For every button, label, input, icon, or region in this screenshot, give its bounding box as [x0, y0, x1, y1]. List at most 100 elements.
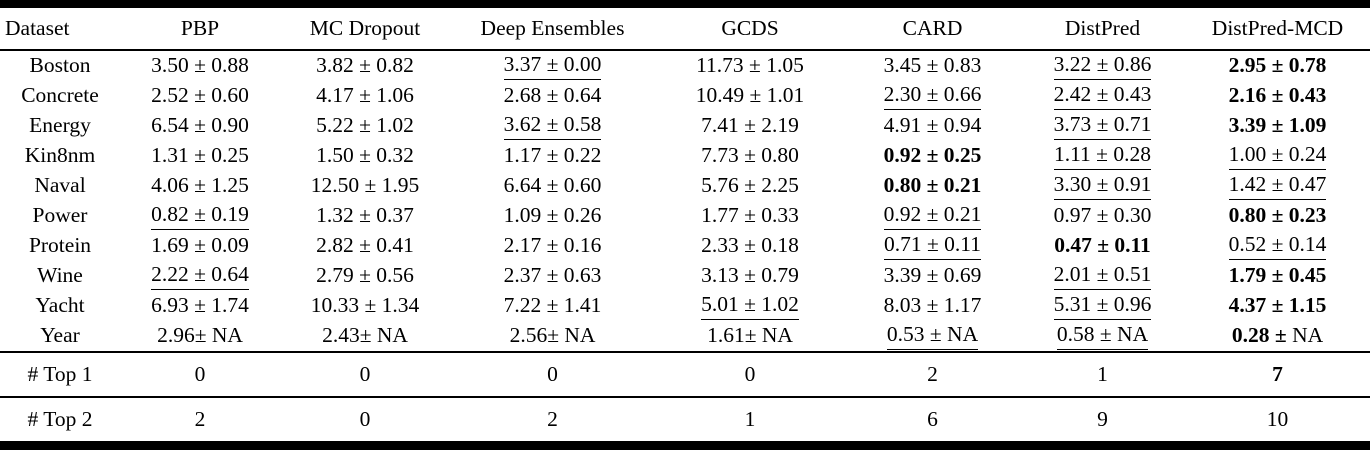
result-cell: 0.97 ± 0.30 [1020, 201, 1185, 231]
cell-value: 0.92 ± 0.25 [883, 143, 982, 168]
cell-value: 0.80 ± 0.21 [883, 173, 982, 198]
result-cell: 10.49 ± 1.01 [655, 81, 845, 111]
cell-value: 1.69 ± 0.09 [151, 233, 249, 258]
result-cell: 10 [1185, 397, 1370, 441]
cell-value: 0.58 ± NA [1056, 322, 1149, 350]
result-cell: 2.42 ± 0.43 [1020, 81, 1185, 111]
cell-value: 2.37 ± 0.63 [503, 263, 602, 288]
dataset-label: Concrete [21, 83, 99, 108]
result-cell: 7 [1185, 352, 1370, 398]
cell-value: 3.73 ± 0.71 [1053, 112, 1152, 140]
cell-value: 1.11 ± 0.28 [1053, 142, 1151, 170]
cell-value: 0.92 ± 0.21 [883, 202, 982, 230]
table-row: Concrete 2.52 ± 0.60 4.17 ± 1.06 2.68 ± 0.6… [0, 81, 1370, 111]
result-cell: 2.43± NA [280, 321, 450, 353]
result-cell: 2.30 ± 0.66 [845, 81, 1020, 111]
result-cell: 0.53 ± NA [845, 321, 1020, 353]
result-cell: 6 [845, 397, 1020, 441]
cell-value: 3.37 ± 0.00 [503, 52, 602, 80]
result-cell: 7.22 ± 1.41 [450, 291, 655, 321]
cell-value: 0 [359, 361, 371, 386]
results-table: Dataset PBP MC Dropout Deep Ensembles GC… [0, 8, 1370, 441]
result-cell: 2.95 ± 0.78 [1185, 50, 1370, 81]
cell-value: 0.47 ± 0.11 [1054, 233, 1151, 258]
cell-value-suffix: NA [1286, 323, 1324, 348]
result-cell: 0.92 ± 0.25 [845, 141, 1020, 171]
result-cell: 4.37 ± 1.15 [1185, 291, 1370, 321]
result-cell: 3.50 ± 0.88 [120, 50, 280, 81]
cell-value: 0.53 ± NA [886, 322, 979, 350]
result-cell: 1.00 ± 0.24 [1185, 141, 1370, 171]
cell-value: 3.50 ± 0.88 [151, 53, 249, 78]
result-cell: 4.17 ± 1.06 [280, 81, 450, 111]
result-cell: 3.39 ± 0.69 [845, 261, 1020, 291]
dataset-label: Boston [29, 53, 91, 78]
cell-value: 1.31 ± 0.25 [151, 143, 249, 168]
result-cell: 1.17 ± 0.22 [450, 141, 655, 171]
result-cell: 2.68 ± 0.64 [450, 81, 655, 111]
table-bottom-rule [0, 441, 1370, 450]
table-row: Power 0.82 ± 0.19 1.32 ± 0.37 1.09 ± 0.26 1.… [0, 201, 1370, 231]
cell-value: 3.39 ± 1.09 [1228, 113, 1327, 138]
column-header-distpred: DistPred [1020, 8, 1185, 51]
result-cell: 1.11 ± 0.28 [1020, 141, 1185, 171]
result-cell: 0 [280, 352, 450, 398]
cell-value: 1.42 ± 0.47 [1228, 172, 1327, 200]
cell-value: 0.82 ± 0.19 [151, 202, 249, 230]
cell-value: 5.01 ± 1.02 [701, 292, 799, 320]
result-cell: 2.79 ± 0.56 [280, 261, 450, 291]
result-cell: 1 [1020, 352, 1185, 398]
result-cell: 8.03 ± 1.17 [845, 291, 1020, 321]
column-header-deep-ensembles: Deep Ensembles [450, 8, 655, 51]
cell-value: 3.45 ± 0.83 [883, 53, 982, 78]
table-row: Protein 1.69 ± 0.09 2.82 ± 0.41 2.17 ± 0.16… [0, 231, 1370, 261]
result-cell: 5.22 ± 1.02 [280, 111, 450, 141]
cell-value: 2.42 ± 0.43 [1053, 82, 1152, 110]
column-header-pbp: PBP [120, 8, 280, 51]
result-cell: 5.01 ± 1.02 [655, 291, 845, 321]
column-header-mc-dropout: MC Dropout [280, 8, 450, 51]
table-row: # Top 1 0 0 0 0 2 1 7 [0, 352, 1370, 398]
cell-value: 9 [1097, 406, 1108, 431]
result-cell: 11.73 ± 1.05 [655, 50, 845, 81]
result-cell: 4.06 ± 1.25 [120, 171, 280, 201]
result-cell: 0.82 ± 0.19 [120, 201, 280, 231]
result-cell: 2 [450, 397, 655, 441]
cell-value: 0.97 ± 0.30 [1053, 203, 1152, 228]
cell-value: 7 [1272, 361, 1283, 386]
result-cell: 1 [655, 397, 845, 441]
cell-value: 5.22 ± 1.02 [316, 113, 414, 138]
table-body: Boston 3.50 ± 0.88 3.82 ± 0.82 3.37 ± 0.00 1… [0, 50, 1370, 353]
cell-value: 10 [1266, 406, 1289, 431]
result-cell: 1.61± NA [655, 321, 845, 353]
cell-value: 0.71 ± 0.11 [883, 232, 981, 260]
result-cell: 0.71 ± 0.11 [845, 231, 1020, 261]
result-cell: 2.33 ± 0.18 [655, 231, 845, 261]
cell-value: 6.64 ± 0.60 [503, 173, 602, 198]
result-cell: 7.73 ± 0.80 [655, 141, 845, 171]
cell-value: 2.43± NA [322, 323, 408, 348]
result-cell: 9 [1020, 397, 1185, 441]
table-row: Yacht 6.93 ± 1.74 10.33 ± 1.34 7.22 ± 1.41 5… [0, 291, 1370, 321]
result-cell: 2.37 ± 0.63 [450, 261, 655, 291]
cell-value: 5.31 ± 0.96 [1053, 292, 1152, 320]
result-cell: 5.76 ± 2.25 [655, 171, 845, 201]
result-cell: 1.69 ± 0.09 [120, 231, 280, 261]
cell-value: 1.50 ± 0.32 [316, 143, 414, 168]
table-row: Kin8nm 1.31 ± 0.25 1.50 ± 0.32 1.17 ± 0.22 7… [0, 141, 1370, 171]
dataset-label: Power [32, 203, 88, 228]
result-cell: 3.62 ± 0.58 [450, 111, 655, 141]
cell-value: 1 [744, 406, 756, 431]
cell-value: 1.61± NA [707, 323, 793, 348]
result-cell: 0 [120, 352, 280, 398]
dataset-label: Yacht [35, 293, 85, 318]
cell-value: 3.13 ± 0.79 [701, 263, 799, 288]
cell-value: 2.16 ± 0.43 [1228, 83, 1327, 108]
cell-value: 3.30 ± 0.91 [1053, 172, 1152, 200]
result-cell: 0.92 ± 0.21 [845, 201, 1020, 231]
result-cell: 2.96± NA [120, 321, 280, 353]
cell-value: 2.79 ± 0.56 [316, 263, 414, 288]
cell-value: 3.22 ± 0.86 [1053, 52, 1152, 80]
cell-value: 2.56± NA [509, 323, 596, 348]
cell-value: 6.93 ± 1.74 [151, 293, 249, 318]
